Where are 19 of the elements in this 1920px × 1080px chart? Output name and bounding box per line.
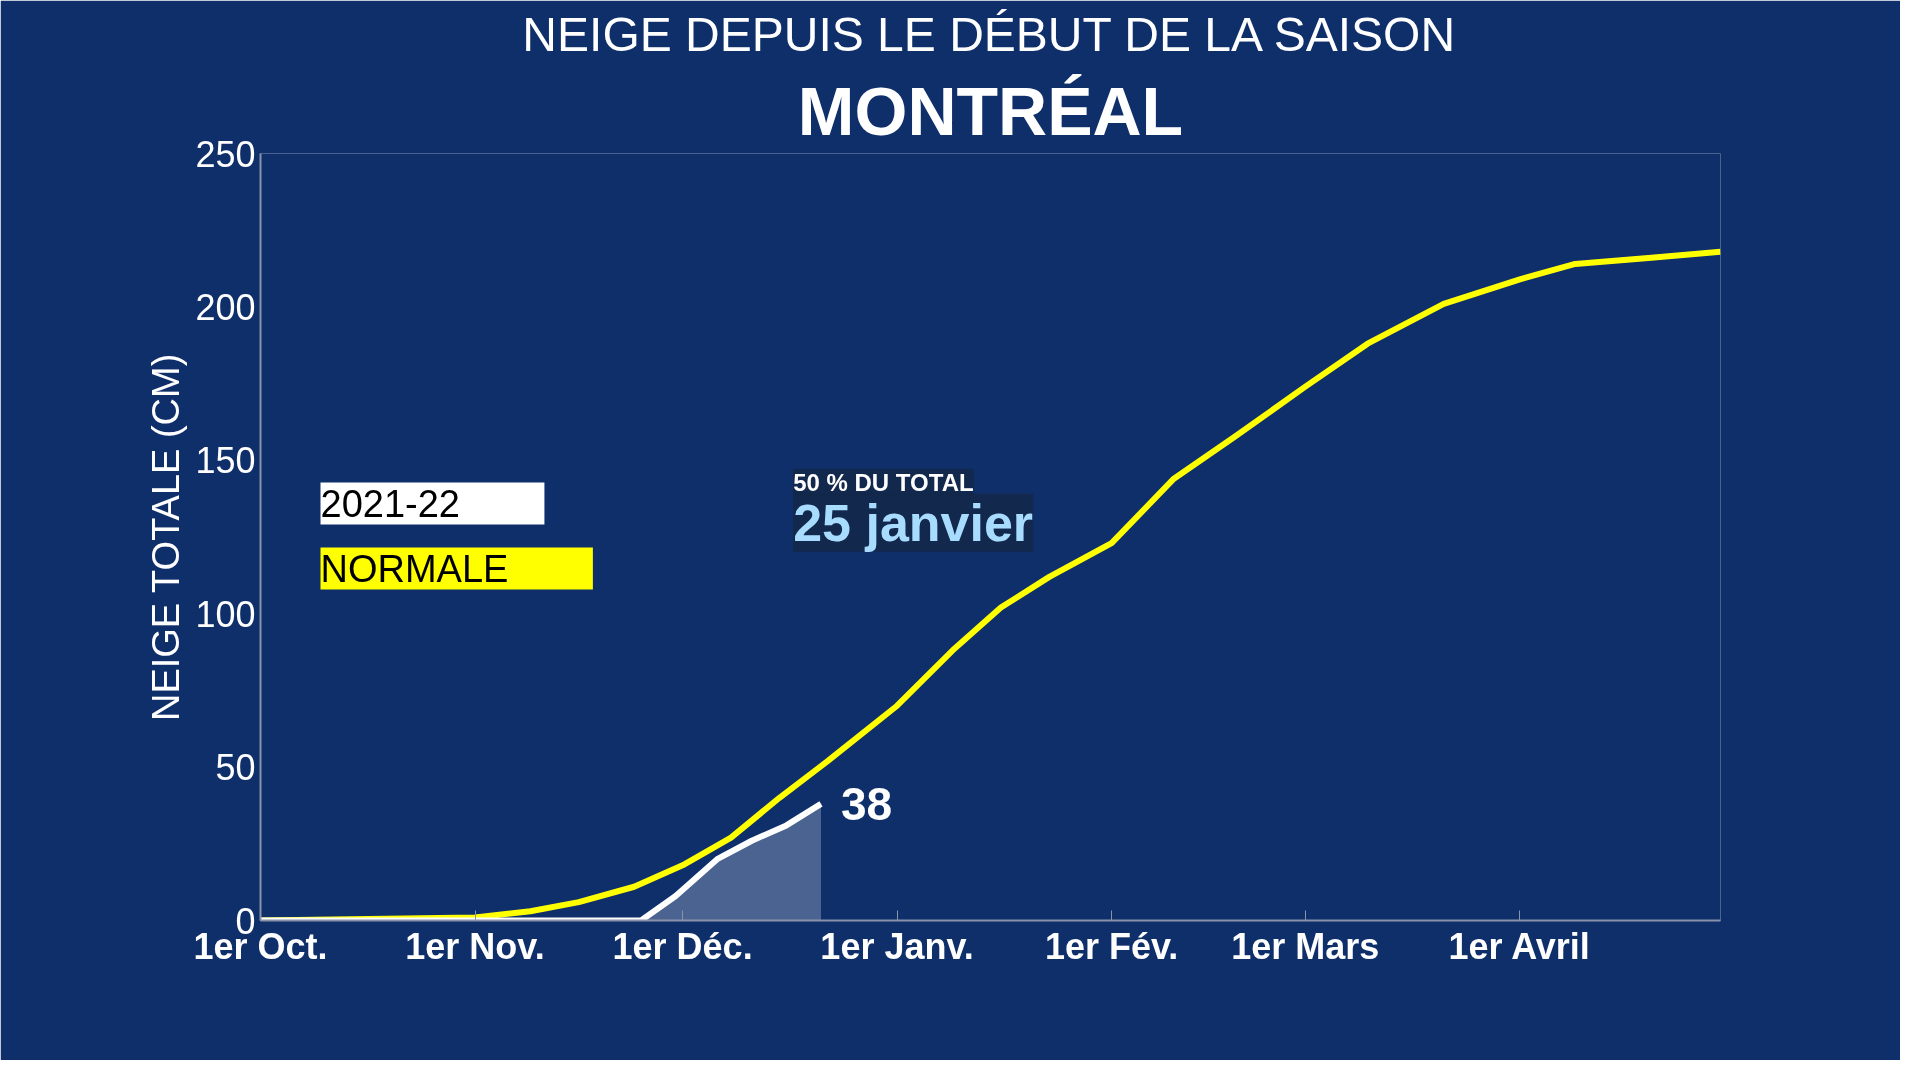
x-tick-label: 1er Mars — [1231, 925, 1380, 967]
chart-title: NEIGE DEPUIS LE DÉBUT DE LA SAISON — [522, 7, 1456, 61]
chart-subtitle: MONTRÉAL — [797, 72, 1184, 149]
y-tick-label: 100 — [195, 593, 256, 635]
y-tick-label: 200 — [195, 286, 256, 328]
x-tick-label: 1er Déc. — [612, 925, 753, 967]
x-tick-label: 1er Nov. — [405, 925, 545, 967]
y-tick-label: 50 — [215, 747, 256, 789]
x-tick-label: 1er Janv. — [820, 925, 974, 967]
x-tick-label: 1er Avril — [1448, 925, 1590, 967]
annotation: 50 % DU TOTAL — [793, 468, 974, 496]
y-axis-title: NEIGE TOTALE (CM) — [145, 353, 188, 722]
y-tick-label: 250 — [195, 133, 256, 175]
text: NORMALE — [320, 547, 509, 590]
y-tick-label: 150 — [195, 440, 256, 482]
x-tick-label: 1er Fév. — [1044, 925, 1179, 967]
text: 2021-22 — [320, 482, 460, 525]
data-label: 38 — [840, 777, 893, 830]
annotation: 25 janvier — [793, 493, 1034, 552]
